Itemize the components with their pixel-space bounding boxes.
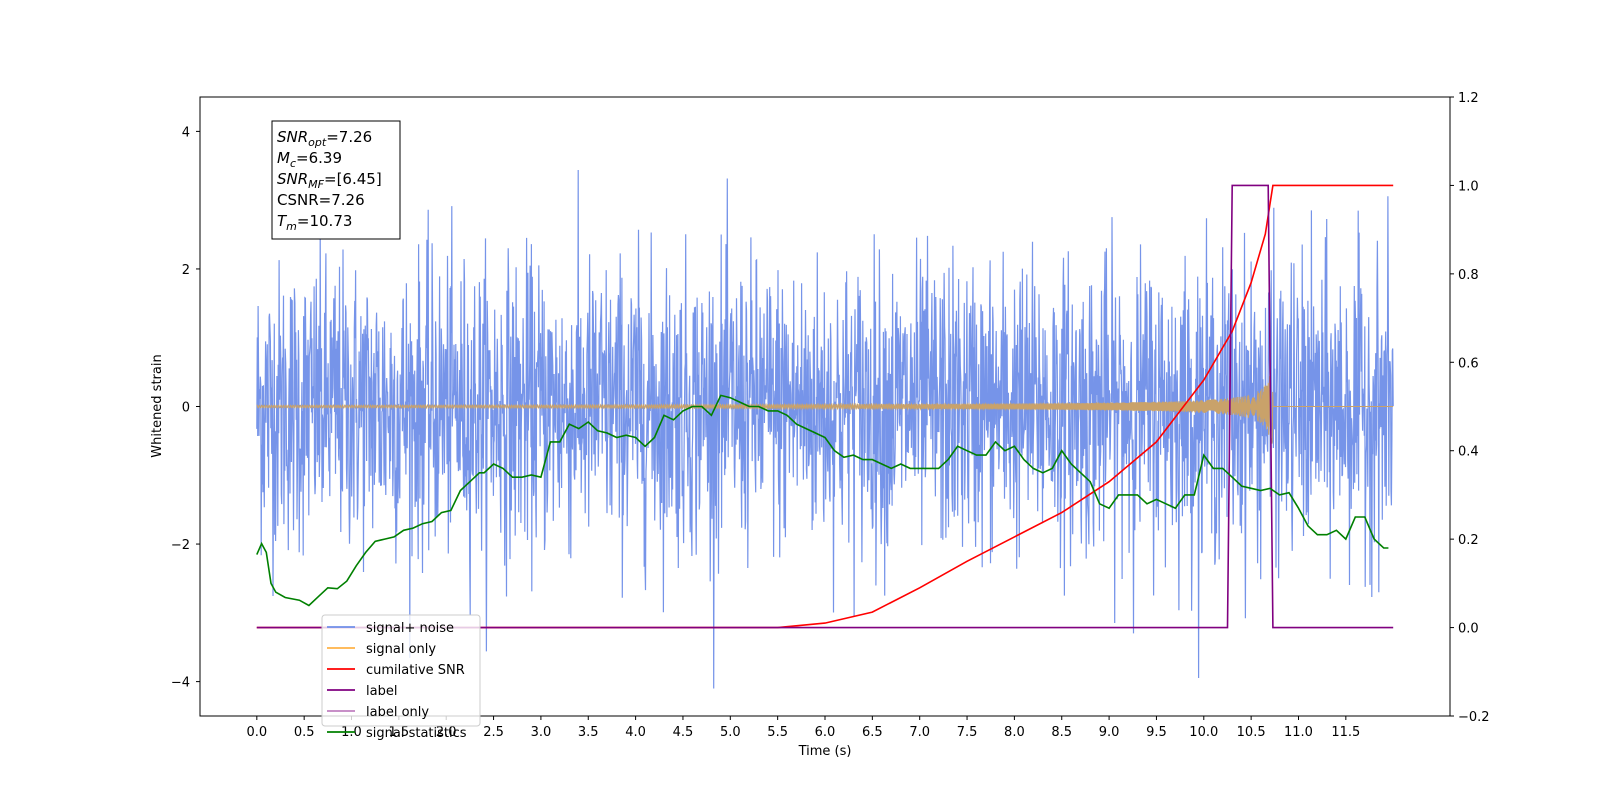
x-tick-label: 9.5: [1146, 725, 1167, 740]
x-tick-label: 1.5: [389, 725, 410, 740]
y2-tick-label: −0.2: [1458, 710, 1490, 725]
y-axis-ticks: −4 −2 0 2 4: [171, 125, 200, 691]
x-tick-label: 9.0: [1099, 725, 1120, 740]
legend-label: cumilative SNR: [366, 663, 465, 678]
y2-tick-label: 1.2: [1458, 91, 1479, 106]
annotation-line: Mc=6.39: [277, 149, 342, 170]
legend-frame: [321, 614, 481, 727]
y2-tick-label: 0.6: [1458, 356, 1479, 371]
x-tick-label: 3.5: [578, 725, 599, 740]
label-line: [256, 184, 1394, 629]
y-tick-label: −2: [171, 538, 190, 553]
y-tick-label: 0: [182, 401, 190, 416]
signal-only-line: [256, 376, 1394, 444]
x-tick-label: 10.5: [1237, 725, 1266, 740]
signal-noise-line: [256, 169, 1394, 689]
x-tick-label: 7.0: [909, 725, 930, 740]
x-tick-label: 11.5: [1331, 725, 1360, 740]
legend-label: signal statistics: [366, 726, 467, 741]
y2-tick-label: 0.0: [1458, 622, 1479, 637]
x-axis-ticks: 0.0 0.5 1.0 1.5 2.0 2.5 3.0 3.5 4.0 4.5 5.0 5.5 6.0 6…: [246, 716, 1360, 740]
x-tick-label: 4.0: [625, 725, 646, 740]
y2-tick-label: 0.2: [1458, 533, 1479, 548]
x-axis-label: Time (s): [798, 744, 852, 759]
legend-label: label: [366, 684, 397, 699]
x-tick-label: 3.0: [531, 725, 552, 740]
x-tick-label: 6.5: [862, 725, 883, 740]
y2-axis-ticks: −0.2 0.0 0.2 0.4 0.6 0.8 1.0 1.2: [1450, 91, 1490, 725]
x-tick-label: 5.0: [720, 725, 741, 740]
x-tick-label: 0.0: [246, 725, 267, 740]
annotation-line: SNRMF=[6.45]: [277, 170, 382, 191]
legend-label: signal+ noise: [366, 621, 454, 636]
x-tick-label: 0.5: [294, 725, 315, 740]
x-tick-label: 2.0: [436, 725, 457, 740]
y2-tick-label: 1.0: [1458, 179, 1479, 194]
x-tick-label: 4.5: [673, 725, 694, 740]
x-tick-label: 6.0: [815, 725, 836, 740]
annotation-line: CSNR=7.26: [277, 191, 365, 209]
y-tick-label: 4: [182, 125, 190, 140]
series-lines: [256, 184, 1394, 629]
y-tick-label: −4: [171, 676, 190, 691]
series-signal-only: [256, 376, 1394, 444]
cumilative-snr-line: [256, 184, 1394, 629]
legend-label: signal only: [366, 642, 436, 657]
x-tick-label: 10.0: [1189, 725, 1218, 740]
y-tick-label: 2: [182, 263, 190, 278]
x-tick-label: 2.5: [483, 725, 504, 740]
series-signal-noise: [256, 169, 1394, 689]
x-tick-label: 5.5: [767, 725, 788, 740]
x-tick-label: 11.0: [1284, 725, 1313, 740]
y-axis-label: Whitened strain: [150, 354, 165, 457]
x-tick-label: 7.5: [957, 725, 978, 740]
x-tick-label: 8.5: [1051, 725, 1072, 740]
x-tick-label: 8.0: [1004, 725, 1025, 740]
y2-tick-label: 0.8: [1458, 268, 1479, 283]
annotation-line: Tm=10.73: [277, 212, 352, 233]
annotation-line: SNRopt=7.26: [277, 128, 372, 149]
legend: signal+ noise signal only cumilative SNR la…: [321, 614, 481, 741]
legend-label: label only: [366, 705, 429, 720]
y2-tick-label: 0.4: [1458, 445, 1479, 460]
annotation-frame: [271, 120, 401, 240]
signal-statistics-line: [256, 394, 1389, 607]
